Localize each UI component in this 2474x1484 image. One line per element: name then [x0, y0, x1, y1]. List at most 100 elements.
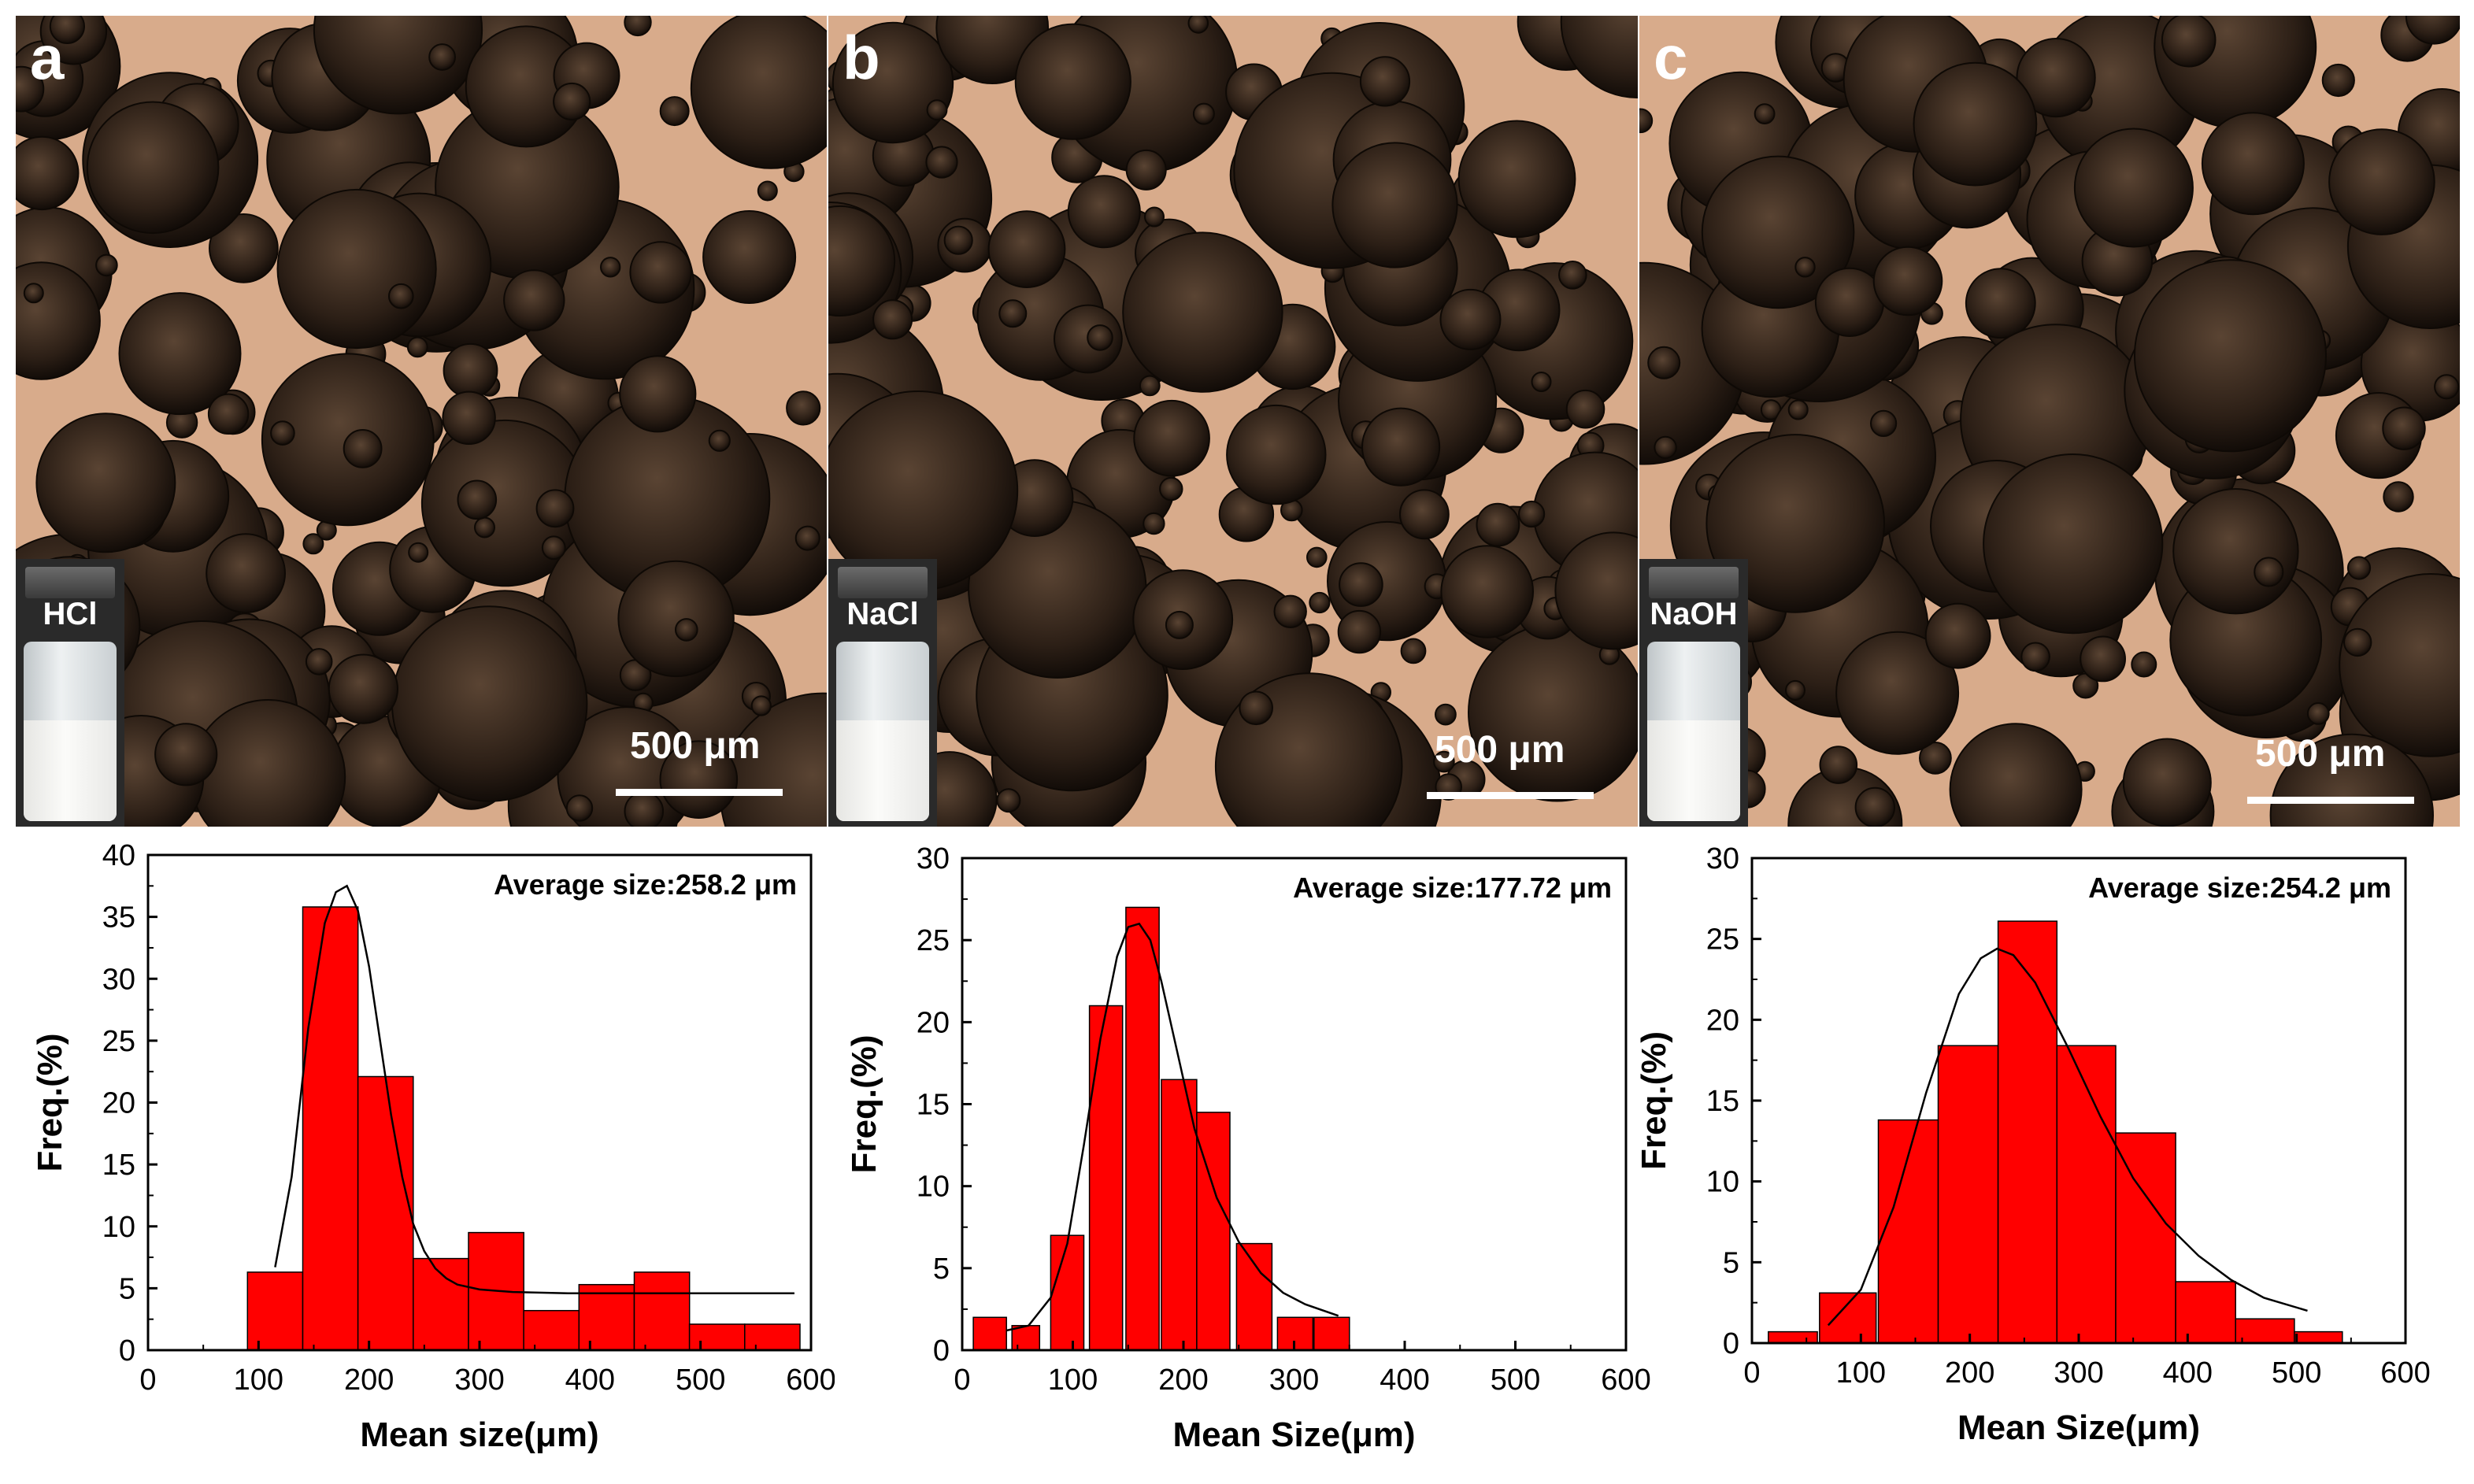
- vial-liquid: [836, 720, 929, 821]
- microsphere: [659, 96, 690, 127]
- average-size-annotation: Average size:258.2 μm: [494, 868, 797, 901]
- y-tick-label: 15: [102, 1149, 135, 1182]
- microsphere: [1331, 142, 1458, 268]
- microsphere: [1309, 591, 1331, 614]
- microsphere: [1359, 56, 1411, 107]
- microsphere: [828, 205, 896, 317]
- y-axis-title: Freq.(%): [1638, 1031, 1673, 1170]
- histogram-chart-a: 0 100 200 300 400 500 600 0 5 10 15 20 25 30 35 40 Mean …: [0, 835, 836, 1484]
- histogram-bar: [246, 1271, 304, 1351]
- y-tick-label: 25: [1706, 923, 1739, 957]
- x-axis-title: Mean Size(μm): [1957, 1408, 2200, 1447]
- micrograph-panel-a: a HCl 500 μm: [16, 16, 827, 827]
- fit-curve: [1827, 947, 2308, 1327]
- microsphere: [1558, 261, 1587, 290]
- microsphere: [1983, 453, 2164, 635]
- microsphere: [2405, 16, 2460, 45]
- microsphere: [2339, 573, 2460, 757]
- histogram-bar: [1819, 1292, 1877, 1344]
- microsphere: [1144, 206, 1165, 228]
- microsphere: [925, 146, 958, 179]
- microsphere: [1913, 61, 2038, 187]
- histogram-bar: [523, 1309, 580, 1351]
- x-tick-label: 0: [139, 1364, 156, 1397]
- microsphere: [1306, 546, 1328, 568]
- y-tick-label: 20: [102, 1087, 135, 1120]
- x-tick-label: 200: [344, 1364, 394, 1397]
- microsphere: [926, 99, 948, 121]
- vial-inset: NaCl: [828, 559, 937, 827]
- microsphere: [1439, 288, 1502, 350]
- microsphere: [1133, 399, 1210, 477]
- microsphere: [998, 299, 1028, 328]
- histogram-bar: [1196, 1112, 1231, 1351]
- x-tick-label: 100: [234, 1364, 283, 1397]
- vial-label: NaOH: [1650, 597, 1738, 631]
- microsphere: [2131, 651, 2157, 678]
- y-axis-title: Freq.(%): [31, 1034, 69, 1172]
- microsphere: [2201, 112, 2305, 216]
- x-tick-label: 300: [454, 1364, 504, 1397]
- microsphere: [1819, 746, 1858, 784]
- microsphere: [2434, 374, 2460, 400]
- microsphere: [503, 269, 565, 331]
- microsphere: [1273, 594, 1307, 628]
- histogram-bar: [302, 906, 359, 1351]
- microsphere: [1143, 512, 1165, 535]
- microsphere: [1965, 268, 2036, 339]
- microsphere-image: [16, 16, 827, 827]
- histogram-bar: [1768, 1330, 1818, 1344]
- microsphere-image: [828, 16, 1638, 827]
- scale-bar-label: 500 μm: [630, 725, 761, 767]
- microsphere: [1440, 545, 1535, 638]
- panel-letter: b: [843, 23, 880, 92]
- microsphere: [95, 254, 118, 277]
- microsphere: [1087, 324, 1113, 351]
- x-axis-title: Mean size(μm): [360, 1416, 598, 1454]
- vial-cap: [25, 567, 115, 598]
- y-tick-label: 0: [933, 1334, 950, 1367]
- x-tick-label: 400: [2163, 1356, 2213, 1390]
- microsphere: [328, 653, 398, 724]
- microsphere: [2328, 128, 2435, 235]
- microsphere: [154, 723, 218, 786]
- microsphere: [207, 393, 250, 435]
- microsphere: [1835, 631, 1960, 755]
- scale-bar: [1427, 792, 1594, 799]
- x-tick-label: 200: [1158, 1364, 1208, 1397]
- microsphere: [1754, 103, 1776, 124]
- microsphere: [2161, 16, 2217, 68]
- x-tick-label: 0: [954, 1364, 970, 1397]
- microsphere: [1701, 155, 1855, 309]
- microsphere: [757, 180, 778, 202]
- microsphere: [35, 413, 176, 553]
- microsphere: [565, 794, 594, 822]
- microsphere: [209, 213, 279, 283]
- microsphere: [428, 43, 456, 71]
- histogram-bar: [357, 1075, 414, 1351]
- x-tick-label: 500: [2272, 1356, 2321, 1390]
- microsphere: [1654, 435, 1677, 460]
- microsphere: [553, 82, 591, 121]
- scale-bar: [616, 789, 783, 796]
- microsphere: [1187, 16, 1209, 34]
- average-size-annotation: Average size:177.72 μm: [1293, 872, 1612, 904]
- microsphere: [1949, 723, 2083, 827]
- microsphere: [541, 535, 566, 561]
- microsphere: [1239, 690, 1274, 726]
- microsphere: [1433, 750, 1455, 773]
- microsphere: [442, 390, 496, 445]
- microsphere: [1399, 489, 1450, 540]
- microsphere: [659, 740, 739, 820]
- microsphere: [617, 560, 735, 678]
- y-tick-label: 30: [1706, 842, 1739, 875]
- histogram-bar: [1088, 1005, 1124, 1351]
- y-tick-label: 20: [1706, 1004, 1739, 1037]
- microsphere: [690, 16, 827, 169]
- microsphere: [872, 299, 913, 340]
- microsphere: [708, 429, 731, 452]
- microsphere: [1794, 257, 1816, 278]
- x-tick-label: 100: [1048, 1364, 1098, 1397]
- x-tick-label: 300: [2054, 1356, 2103, 1390]
- vial-inset: NaOH: [1639, 559, 1748, 827]
